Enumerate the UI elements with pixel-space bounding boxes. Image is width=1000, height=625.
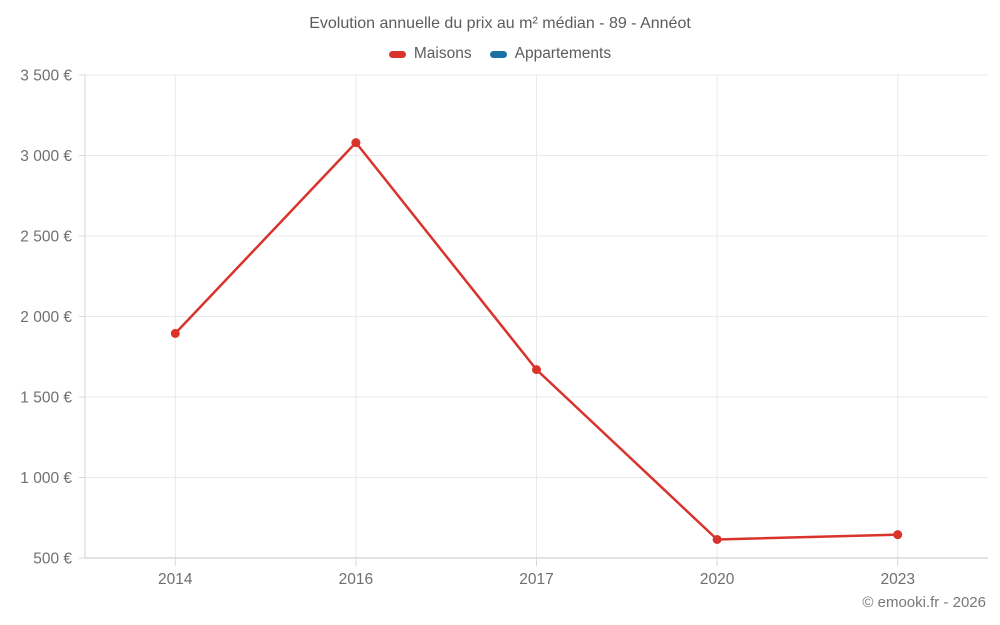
x-axis-tick-label: 2020: [700, 571, 735, 588]
data-point[interactable]: [712, 534, 722, 544]
y-axis-tick-label: 3 500 €: [20, 68, 72, 85]
y-axis-tick-label: 2 000 €: [20, 309, 72, 326]
data-point[interactable]: [893, 530, 903, 540]
y-axis-tick-label: 3 000 €: [20, 148, 72, 165]
data-point[interactable]: [170, 328, 180, 338]
data-point[interactable]: [351, 138, 361, 148]
appartements-color-swatch: [489, 50, 507, 58]
legend-label-maisons: Maisons: [413, 45, 472, 62]
chart-legend: Maisons Appartements: [0, 45, 1000, 63]
y-axis-tick-label: 1 000 €: [20, 470, 72, 487]
x-axis-tick-label: 2017: [519, 571, 553, 588]
y-axis-tick-label: 1 500 €: [20, 390, 72, 407]
y-axis-tick-label: 2 500 €: [20, 229, 72, 246]
legend-label-appartements: Appartements: [514, 45, 612, 62]
copyright-text: © emooki.fr - 2026: [862, 594, 986, 611]
legend-item-appartements[interactable]: Appartements: [489, 45, 612, 63]
maisons-color-swatch: [388, 50, 406, 58]
legend-item-maisons[interactable]: Maisons: [388, 45, 472, 63]
x-axis-tick-label: 2023: [880, 571, 914, 588]
data-point[interactable]: [532, 365, 541, 375]
y-axis-tick-label: 500 €: [33, 551, 72, 568]
x-axis-tick-label: 2014: [158, 571, 193, 588]
x-axis-tick-label: 2016: [339, 571, 373, 588]
chart-title: Evolution annuelle du prix au m² médian …: [309, 15, 691, 32]
